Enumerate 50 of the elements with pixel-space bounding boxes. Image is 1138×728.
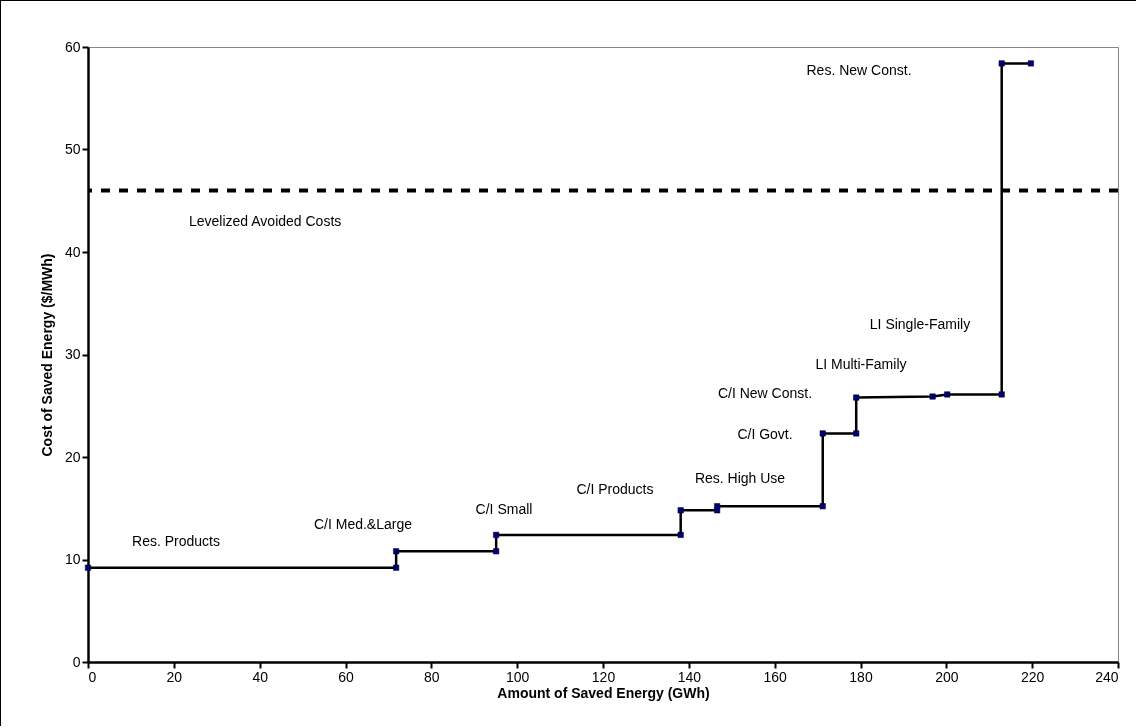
point bbox=[493, 548, 500, 555]
x-tick-label: 0 bbox=[88, 668, 97, 685]
point bbox=[819, 430, 826, 437]
annotation: Res. New Const. bbox=[806, 62, 912, 78]
x-tick-label: 140 bbox=[677, 668, 702, 685]
point bbox=[853, 430, 860, 437]
annotation: C/I Products bbox=[576, 481, 654, 497]
y-tick-label: 10 bbox=[64, 551, 81, 567]
point bbox=[85, 564, 91, 571]
annotation: LI Multi-Family bbox=[815, 356, 907, 372]
x-tick-label: 180 bbox=[849, 668, 873, 685]
annotation: Res. High Use bbox=[694, 470, 786, 486]
annotation: C/I Small bbox=[475, 501, 533, 517]
x-tick-label: 240 bbox=[1095, 668, 1119, 685]
annotation: C/I Govt. bbox=[737, 426, 793, 442]
x-tick-label: 200 bbox=[935, 668, 959, 685]
annotation: LI Single-Family bbox=[869, 316, 971, 332]
x-tick-label: 80 bbox=[424, 668, 440, 685]
annotation: C/I Med.&Large bbox=[313, 516, 413, 532]
point bbox=[677, 531, 684, 538]
point bbox=[393, 548, 400, 555]
y-tick-label: 0 bbox=[72, 653, 81, 670]
annotation: C/I New Const. bbox=[717, 385, 813, 401]
point bbox=[1027, 60, 1034, 67]
y-tick-label: 40 bbox=[64, 243, 81, 260]
point bbox=[929, 393, 936, 400]
x-tick-label: 100 bbox=[505, 668, 530, 685]
point bbox=[998, 391, 1005, 398]
point bbox=[493, 531, 500, 538]
point bbox=[819, 503, 826, 510]
y-tick-label: 60 bbox=[64, 38, 81, 55]
point bbox=[677, 507, 684, 514]
x-tick-label: 60 bbox=[338, 668, 354, 685]
x-axis-title: Amount of Saved Energy (GWh) bbox=[497, 684, 710, 701]
x-tick-label: 40 bbox=[252, 668, 269, 685]
point bbox=[944, 391, 951, 398]
ref-line-label: Levelized Avoided Costs bbox=[189, 212, 342, 229]
x-tick-label: 220 bbox=[1020, 668, 1045, 685]
y-axis-title: Cost of Saved Energy ($/MWh) bbox=[38, 253, 55, 457]
y-tick-label: 20 bbox=[64, 448, 81, 465]
x-tick-label: 20 bbox=[166, 668, 183, 685]
point bbox=[393, 564, 400, 571]
x-tick-label: 160 bbox=[763, 668, 788, 685]
point bbox=[714, 503, 721, 510]
point bbox=[853, 394, 860, 401]
x-tick-label: 120 bbox=[591, 668, 616, 685]
y-tick-label: 50 bbox=[64, 141, 81, 157]
annotation: Res. Products bbox=[132, 533, 220, 549]
point bbox=[998, 60, 1005, 67]
y-tick-label: 30 bbox=[64, 346, 81, 362]
